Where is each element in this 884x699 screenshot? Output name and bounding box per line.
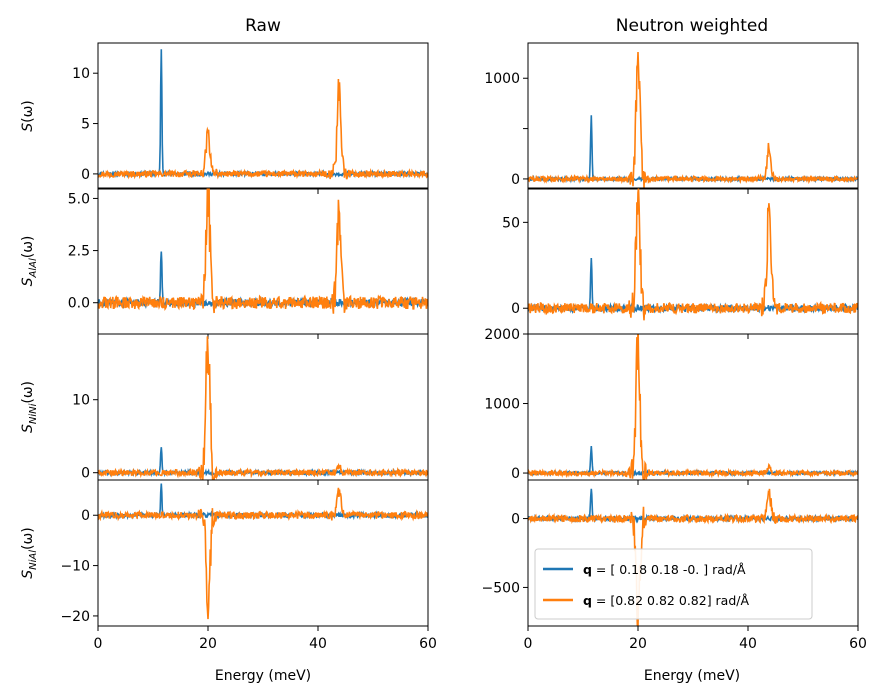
panel-frame [527,333,859,481]
panel-frame [97,187,429,335]
series-q2-line [98,78,428,180]
series-q2-line [528,51,858,188]
series-q2-line [528,488,858,626]
y-axis-label: SNiAl(ω) [20,527,39,578]
y-axis-label-subscript: NiAl [28,550,39,570]
y-axis-label-symbol: S [20,424,36,433]
y-tick-label: −20 [60,609,90,625]
panel-raw-nini: 0 10 SNiNi(ω) [20,333,429,485]
y-axis-label-symbol: S [20,123,36,132]
panel-frame [97,42,429,190]
panel-nw-total: 0 1000 [484,42,859,194]
y-axis-label-subscript: NiNi [28,403,39,424]
y-tick-label: 0.0 [68,296,90,312]
panel-raw-total: 0 5 10 S(ω) [20,42,429,194]
series-q2-line [528,188,858,321]
y-tick-label: −10 [60,559,90,575]
series-q2-line [98,188,428,314]
y-axis-label-symbol: S [20,570,36,579]
panel-frame [97,333,429,481]
y-tick-label: 0 [511,172,520,188]
y-axis-label-argument: (ω) [20,236,36,259]
legend-label-q1-text: = [ 0.18 0.18 -0. ] rad/Å [592,562,746,577]
y-tick-label: 5.0 [68,191,90,207]
y-tick-label: 1000 [484,397,520,413]
x-tick-label: 0 [524,636,533,652]
y-tick-label: 0 [511,301,520,317]
panel-raw-alal: 0.0 2.5 5.0 SAlAl(ω) [20,187,429,339]
y-tick-label: 0 [81,466,90,482]
y-axis-label: S(ω) [20,100,36,132]
series-q2-line [98,487,428,620]
y-axis-label-argument: (ω) [20,527,36,550]
column-title-raw: Raw [245,16,281,36]
y-tick-label: 10 [72,66,90,82]
y-tick-label: 0 [511,512,520,528]
legend-label-q1-bold: q [583,562,592,577]
x-tick-label: 40 [739,636,757,652]
panel-frame [97,479,429,627]
legend-box [534,548,813,620]
y-tick-label: 2000 [484,327,520,343]
y-tick-label: −500 [482,580,520,596]
y-axis-label-argument: (ω) [20,100,36,123]
x-tick-label: 60 [849,636,867,652]
legend-label-q2-text: = [0.82 0.82 0.82] rad/Å [592,593,750,608]
panel-nw-alal: 0 50 [502,187,859,339]
panel-frame [527,479,859,627]
y-tick-label: 1000 [484,71,520,87]
legend: q = [ 0.18 0.18 -0. ] rad/Å q = [0.82 0.… [534,548,813,620]
y-tick-label: 0 [511,466,520,482]
y-axis-label: SNiNi(ω) [20,381,39,433]
x-tick-label: 0 [94,636,103,652]
y-tick-label: 10 [72,393,90,409]
y-tick-label: 5 [81,117,90,133]
legend-label-q1: q = [ 0.18 0.18 -0. ] rad/Å [583,562,746,577]
series-q1-line [528,446,858,478]
x-axis-label-neutron-weighted: Energy (meV) [644,668,740,684]
x-tick-label: 20 [629,636,647,652]
panel-nw-nini: 0 1000 2000 [484,327,859,485]
y-axis-label-symbol: S [20,277,36,286]
y-tick-label: 0 [81,167,90,183]
panel-frame [527,187,859,335]
y-tick-label: 0 [81,508,90,524]
x-axis-label-raw: Energy (meV) [215,668,311,684]
x-tick-label: 20 [199,636,217,652]
panel-raw-nial: −20 −10 0 0 20 40 60 SNiAl(ω) [20,479,437,652]
y-axis-label: SAlAl(ω) [20,236,39,287]
y-tick-label: 50 [502,215,520,231]
y-axis-label-argument: (ω) [20,381,36,404]
series-q1-line [528,115,858,184]
y-tick-label: 2.5 [68,244,90,260]
panel-nw-nial: −500 0 0 20 40 60 [482,479,867,652]
legend-label-q2: q = [0.82 0.82 0.82] rad/Å [583,593,749,608]
x-tick-label: 40 [309,636,327,652]
legend-label-q2-bold: q [583,593,592,608]
panel-frame [527,42,859,190]
y-axis-label-subscript: AlAl [28,258,39,278]
series-q2-line [98,336,428,480]
series-q2-line [528,334,858,480]
column-title-neutron-weighted: Neutron weighted [616,16,768,36]
panels: 0510S(ω)010000.02.55.0SAlAl(ω)050010SNiN… [20,42,867,652]
x-tick-label: 60 [419,636,437,652]
series-q1-line [98,49,428,179]
